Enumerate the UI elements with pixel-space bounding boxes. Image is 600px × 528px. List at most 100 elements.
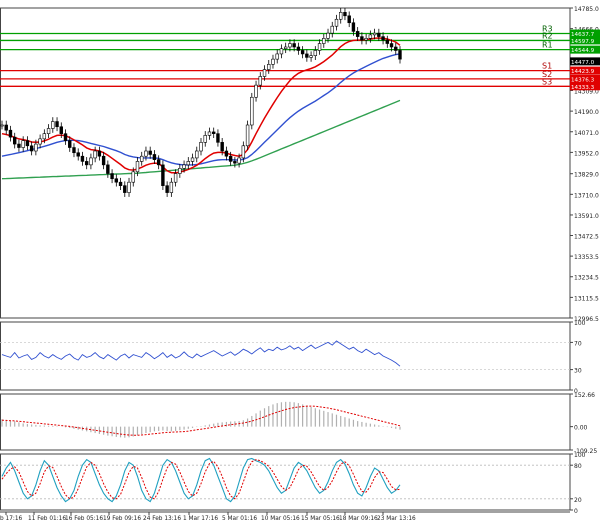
candle-body [110,173,114,180]
candle-body [317,43,322,51]
x-tick-label: 5 Mar 01:16 [222,516,257,522]
candle-body [275,53,279,60]
level-tag-box [570,82,600,91]
level-tag-text: 14423.9 [571,69,595,75]
candle-body [372,32,377,36]
candle-body [72,147,76,154]
price-tick-label: 14785.0 [574,6,599,13]
x-tick-label: 19 Feb 09:16 [103,516,141,522]
candle-body [326,32,330,39]
candle-body [351,22,356,32]
price-tick-label: 12996.5 [574,316,599,323]
candle-body [76,152,80,157]
candle-body [368,34,373,39]
stoch-k-line [1,457,401,503]
candle-body [178,168,182,174]
candle-body [258,76,262,86]
candle-body [55,121,59,128]
stoch-tick-label: 20 [574,497,582,504]
candle-body [245,124,250,147]
rsi-tick-label: 30 [574,368,582,375]
x-tick-label: 18 Mar 09:16 [339,516,378,522]
price-tick-label: 13829.0 [574,172,599,179]
rsi-tick-label: 100 [574,320,586,327]
level-tag-box [570,66,600,75]
stoch-d-line [1,459,401,500]
candle-body [59,126,63,134]
candle-body [322,38,326,44]
candle-body [80,155,85,162]
price-tick-label: 13353.5 [574,254,599,261]
candle-body [228,155,233,162]
candle-body [203,135,207,143]
price-panel-frame [0,7,571,319]
candle-body [262,69,267,77]
candle-body [51,121,55,129]
level-label-s1: S1 [542,62,552,71]
candle-body [254,84,258,98]
x-tick-label: 24 Feb 13:16 [143,516,181,522]
candle-body [377,32,381,37]
candle-body [237,157,241,164]
level-tag-box [570,29,600,38]
candle-body [292,43,296,48]
candle-body [140,155,144,162]
stoch-tick-label: 0 [574,508,578,515]
price-tick-label: 13952.0 [574,150,599,157]
ma-long-line [1,99,401,180]
candle-body [38,138,42,145]
candle-body [283,46,288,50]
x-tick-label: 15 Mar 05:16 [301,516,340,522]
rsi-panel-frame [0,321,571,391]
candle-body [309,55,313,58]
candle-body [152,154,157,160]
x-tick-label: 11 Feb 01:16 [28,516,66,522]
candle-body [241,145,246,159]
candle-body [313,50,318,56]
macd-tick-label: -109.25 [574,448,597,455]
candle-body [46,128,51,134]
candle-body [305,53,309,58]
candle-body [385,39,389,44]
candle-body [89,157,93,166]
candle-body [389,43,394,48]
candle-body [101,155,106,166]
stoch-tick-label: 100 [574,452,586,459]
candle-body [355,31,360,37]
candle-body [25,140,30,147]
candle-body [13,136,17,145]
level-label-s2: S2 [542,70,552,79]
candle-body [63,133,68,141]
candle-body [114,178,119,183]
level-tag-text: 14637.7 [571,32,595,38]
candle-body [42,133,47,140]
candle-body [271,58,275,65]
candle-body [250,96,254,126]
candle-body [212,131,216,134]
candle-body [29,145,34,152]
level-tag-box [570,74,600,83]
price-tick-label: 13234.5 [574,275,599,282]
candle-body [161,164,165,186]
x-tick-label: 23 Mar 13:16 [377,516,416,522]
x-tick-label: 10 Mar 05:16 [261,516,300,522]
price-tick-label: 14190.0 [574,109,599,116]
rsi-tick-label: 0 [574,388,578,395]
candle-body [17,143,21,148]
candle-body [330,25,334,34]
candle-body [334,18,339,27]
price-tick-label: 14071.0 [574,130,599,137]
x-tick-label: b 17:16 [0,516,23,522]
candle-body [156,159,161,166]
level-tag-text: 14333.3 [571,85,595,91]
macd-tick-label: 152.66 [574,392,595,399]
price-tick-label: 13115.5 [574,295,599,302]
candle-body [343,12,347,17]
rsi-tick-label: 70 [574,340,582,347]
price-tick-label: 14309.0 [574,89,599,96]
level-tag-box [570,45,600,54]
level-tag-text: 14597.9 [571,39,595,45]
price-tick-label: 13591.0 [574,213,599,220]
candle-body [195,150,199,159]
candle-body [364,38,368,41]
